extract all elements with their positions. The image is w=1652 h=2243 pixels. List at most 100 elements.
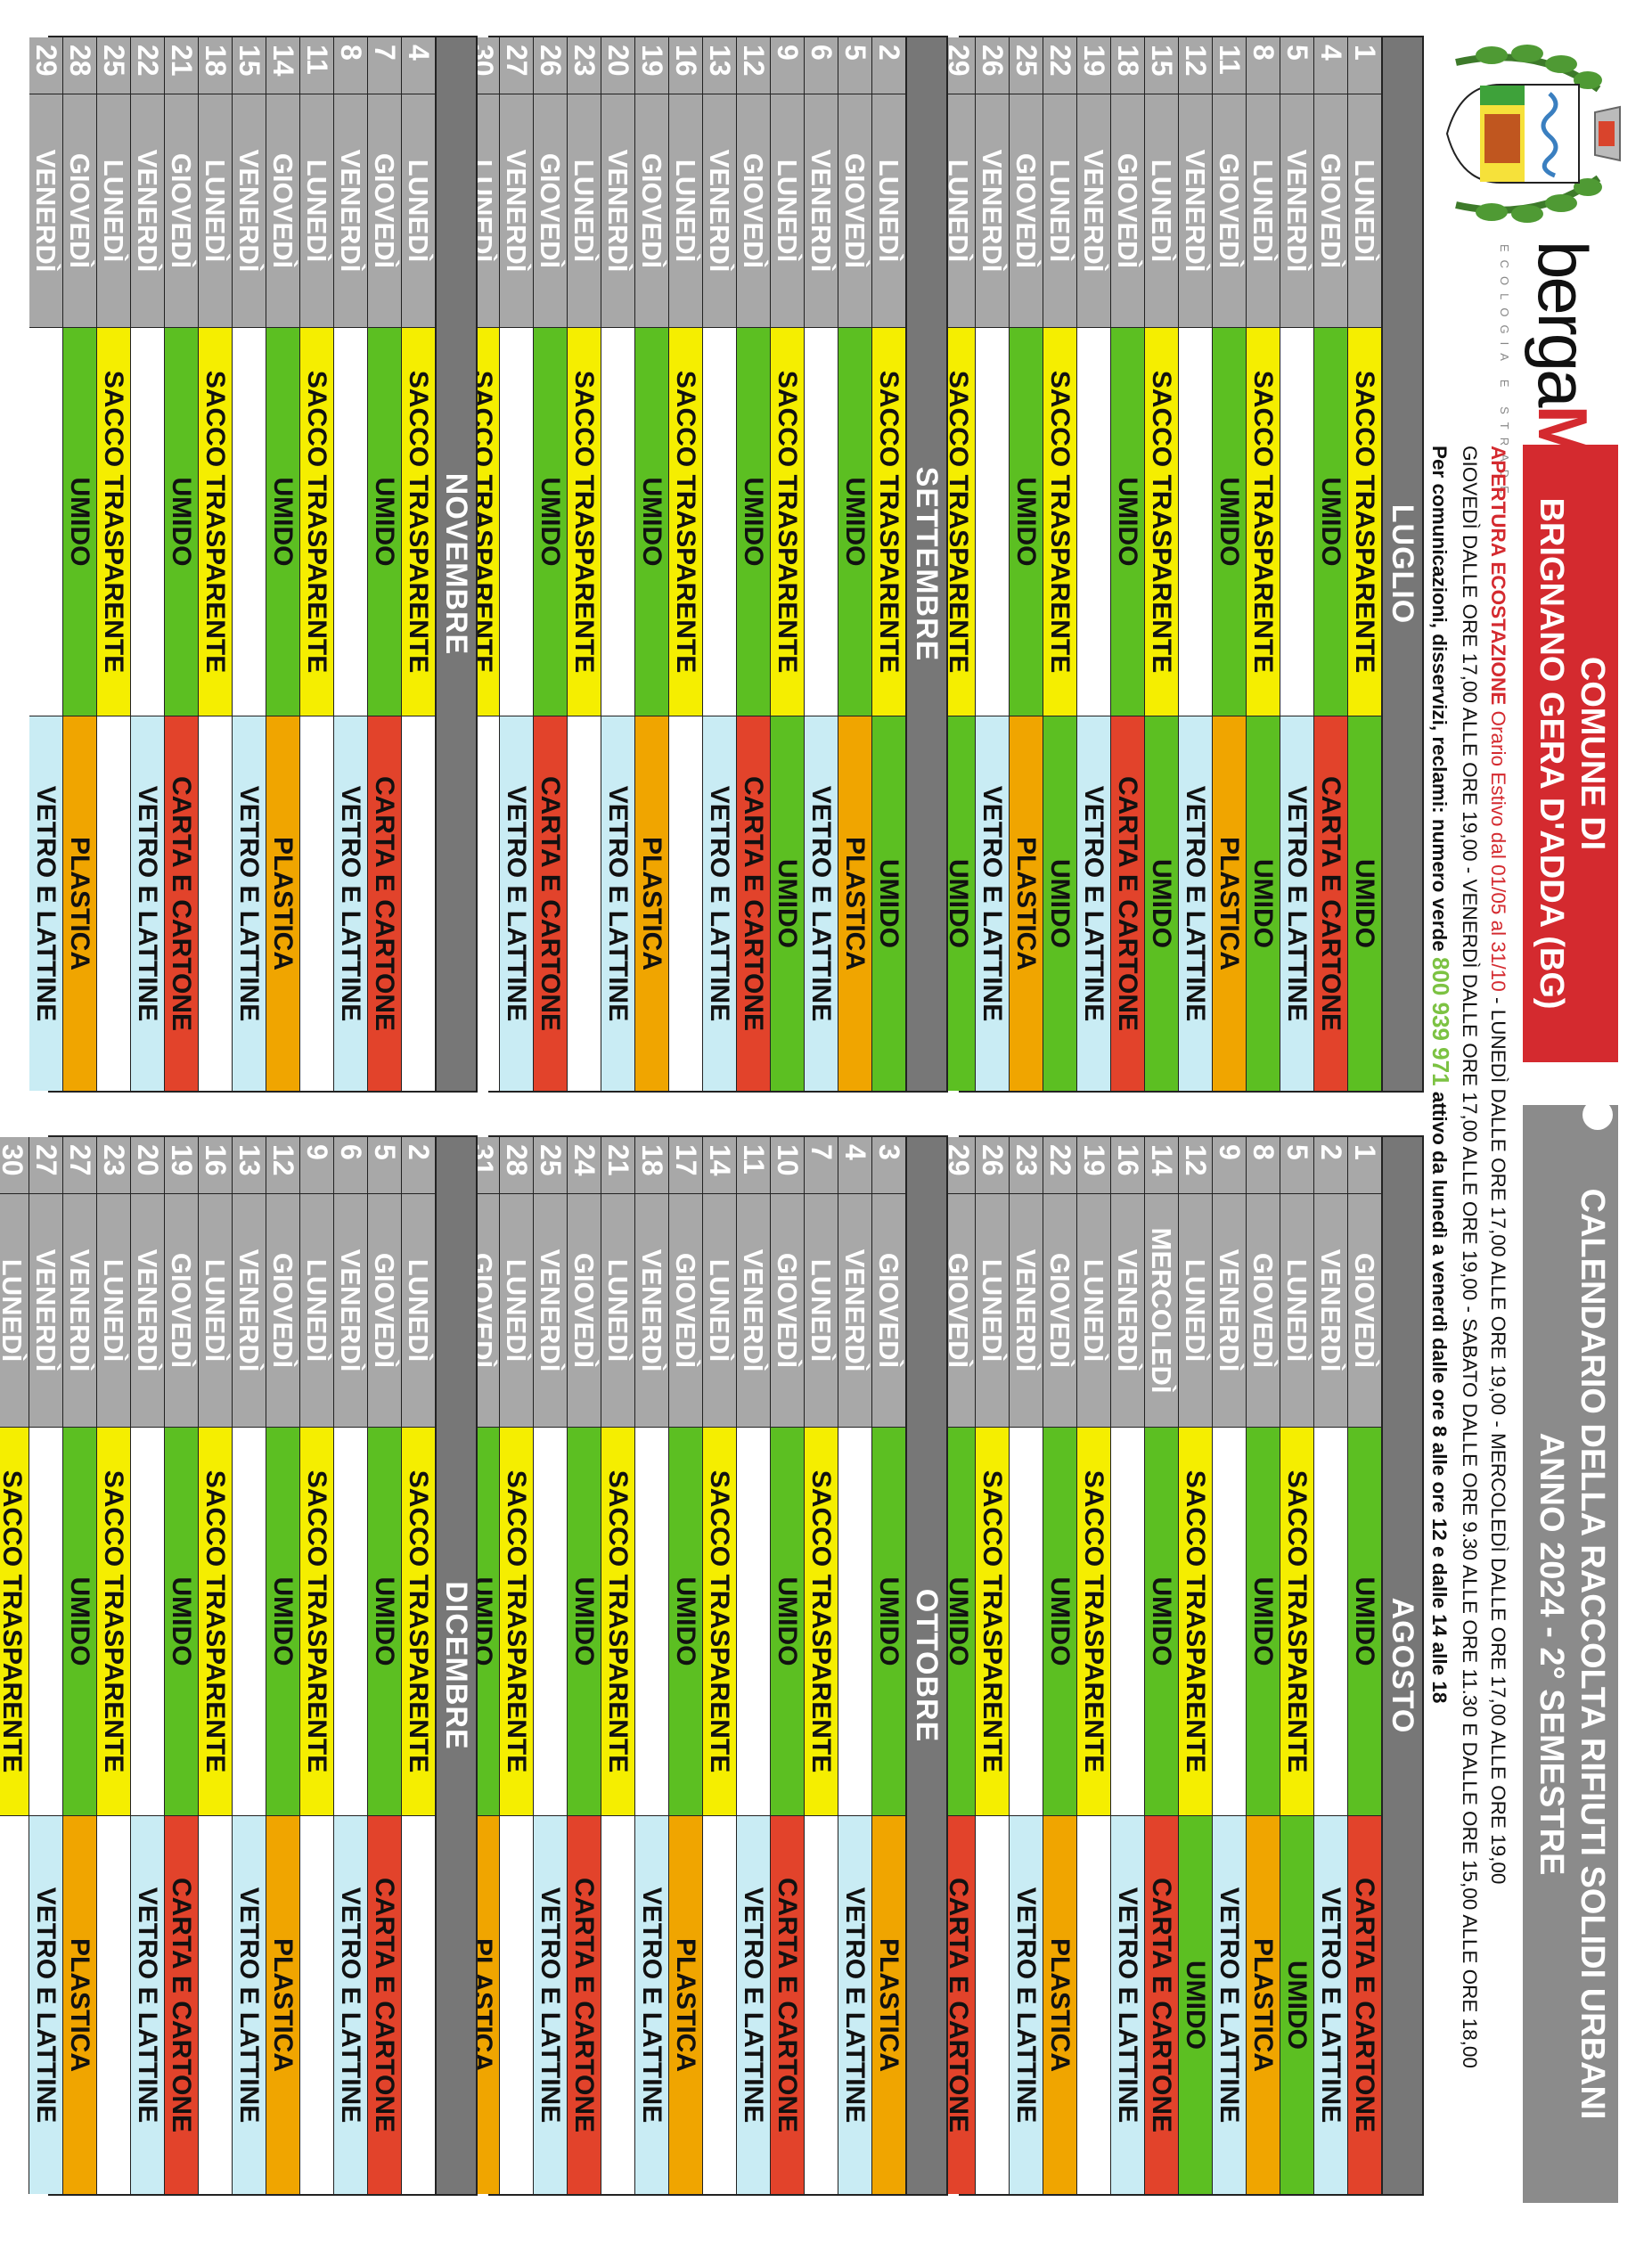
weekday-cell: GIOVEDÌ <box>1247 1194 1280 1428</box>
collection-1-cell: SACCO TRASPARENTE <box>199 328 232 716</box>
weekday-cell: GIOVEDÌ <box>1010 94 1043 328</box>
collection-1-cell <box>131 328 164 716</box>
calendar-row: 5 LUNEDÌ SACCO TRASPARENTE UMIDO <box>1280 1137 1313 2194</box>
month-header: OTTOBRE <box>905 1137 946 2194</box>
collection-1-cell <box>805 328 838 716</box>
weekday-cell: GIOVEDÌ <box>838 94 871 328</box>
collection-2-cell <box>300 1816 333 2194</box>
collection-1-cell: SACCO TRASPARENTE <box>402 328 435 716</box>
collection-1-cell: SACCO TRASPARENTE <box>568 328 601 716</box>
collection-1-cell: UMIDO <box>368 1428 401 1816</box>
collection-2-cell: PLASTICA <box>266 716 299 1091</box>
collection-1-cell: SACCO TRASPARENTE <box>669 328 702 716</box>
calendar-row: 27 VENERDÌ UMIDO PLASTICA <box>62 1137 96 2194</box>
collection-1-cell <box>500 328 533 716</box>
collection-2-cell: PLASTICA <box>1247 1816 1280 2194</box>
calendar-row: 2 LUNEDÌ SACCO TRASPARENTE <box>401 1137 435 2194</box>
collection-2-cell: PLASTICA <box>63 1816 96 2194</box>
day-number-cell: 25 <box>1010 37 1043 94</box>
collection-2-cell: UMIDO <box>872 716 905 1091</box>
collection-1-cell <box>1179 328 1212 716</box>
weekday-cell: LUNEDÌ <box>1247 94 1280 328</box>
collection-1-cell <box>1111 1428 1144 1816</box>
day-number-cell: 27 <box>63 1137 96 1194</box>
weekday-cell: GIOVEDÌ <box>534 94 567 328</box>
calendar-row: 1 GIOVEDÌ UMIDO CARTA E CARTONE <box>1347 1137 1381 2194</box>
collection-1-cell: SACCO TRASPARENTE <box>1280 1428 1313 1816</box>
day-number-cell: 8 <box>334 37 367 94</box>
calendar-row: 10 GIOVEDÌ UMIDO CARTA E CARTONE <box>770 1137 804 2194</box>
weekday-cell: LUNEDÌ <box>601 1194 634 1428</box>
collection-2-cell: VETRO E LATTINE <box>635 1816 668 2194</box>
calendar-row: 9 VENERDÌ VETRO E LATTINE <box>1212 1137 1246 2194</box>
collection-2-cell: PLASTICA <box>872 1816 905 2194</box>
weekday-cell: VENERDÌ <box>838 1194 871 1428</box>
weekday-cell: LUNEDÌ <box>805 1194 838 1428</box>
calendar-row: 4 VENERDÌ VETRO E LATTINE <box>838 1137 871 2194</box>
day-number-cell: 8 <box>1247 37 1280 94</box>
weekday-cell: GIOVEDÌ <box>63 94 96 328</box>
calendar-row: 8 LUNEDÌ SACCO TRASPARENTE UMIDO <box>1246 37 1280 1091</box>
collection-2-cell: PLASTICA <box>1043 1816 1076 2194</box>
calendar-row: 20 VENERDÌ VETRO E LATTINE <box>601 37 634 1091</box>
weekday-cell: VENERDÌ <box>703 94 736 328</box>
day-number-cell: 4 <box>402 37 435 94</box>
day-number-cell: 3 <box>872 1137 905 1194</box>
day-number-cell: 2 <box>872 37 905 94</box>
collection-1-cell <box>233 328 266 716</box>
month-table-novembre: NOVEMBRE 4 LUNEDÌ SACCO TRASPARENTE 7 GIOVEDÌ… <box>29 36 478 1093</box>
day-number-cell: 7 <box>805 1137 838 1194</box>
collection-1-cell: UMIDO <box>266 1428 299 1816</box>
collection-1-cell <box>29 1428 62 1816</box>
collection-1-cell: UMIDO <box>1314 328 1347 716</box>
collection-2-cell <box>402 1816 435 2194</box>
weekday-cell: GIOVEDÌ <box>1314 94 1347 328</box>
weekday-cell: GIOVEDÌ <box>266 1194 299 1428</box>
day-number-cell: 26 <box>976 1137 1009 1194</box>
collection-2-cell <box>1077 1816 1110 2194</box>
calendar-row: 1 LUNEDÌ SACCO TRASPARENTE UMIDO <box>1347 37 1381 1091</box>
weekday-cell: VENERDÌ <box>1111 1194 1144 1428</box>
month-rows: 4 LUNEDÌ SACCO TRASPARENTE 7 GIOVEDÌ UMIDO CAR… <box>29 37 435 1091</box>
weekday-cell: LUNEDÌ <box>568 94 601 328</box>
collection-2-cell <box>805 1816 838 2194</box>
calendar-row: 19 GIOVEDÌ UMIDO CARTA E CARTONE <box>164 1137 198 2194</box>
collection-1-cell: UMIDO <box>165 328 198 716</box>
day-number-cell: 21 <box>165 37 198 94</box>
collection-1-cell: SACCO TRASPARENTE <box>703 1428 736 1816</box>
weekday-cell: GIOVEDÌ <box>1111 94 1144 328</box>
weekday-cell: GIOVEDÌ <box>266 94 299 328</box>
collection-2-cell: PLASTICA <box>1213 716 1246 1091</box>
weekday-cell: VENERDÌ <box>131 94 164 328</box>
weekday-cell: VENERDÌ <box>131 1194 164 1428</box>
calendar-row: 12 GIOVEDÌ UMIDO PLASTICA <box>266 1137 299 2194</box>
weekday-cell: VENERDÌ <box>1010 1194 1043 1428</box>
calendar-row: 25 VENERDÌ VETRO E LATTINE <box>533 1137 567 2194</box>
collection-1-cell: SACCO TRASPARENTE <box>1043 328 1076 716</box>
day-number-cell: 15 <box>1145 37 1178 94</box>
collection-1-cell <box>1077 328 1110 716</box>
weekday-cell: LUNEDÌ <box>402 1194 435 1428</box>
collection-2-cell: CARTA E CARTONE <box>568 1816 601 2194</box>
day-number-cell: 9 <box>1213 1137 1246 1194</box>
collection-2-cell: PLASTICA <box>669 1816 702 2194</box>
collection-2-cell: CARTA E CARTONE <box>771 1816 804 2194</box>
day-number-cell: 13 <box>703 37 736 94</box>
collection-1-cell <box>703 328 736 716</box>
calendar-row: 6 VENERDÌ VETRO E LATTINE <box>804 37 838 1091</box>
ecostation-hours-line1: APERTURA ECOSTAZIONE Orario Estivo dal 0… <box>1484 446 1511 2210</box>
day-number-cell: 26 <box>976 37 1009 94</box>
collection-2-cell: VETRO E LATTINE <box>1280 716 1313 1091</box>
weekday-cell: LUNEDÌ <box>0 1194 29 1428</box>
weekday-cell: LUNEDÌ <box>500 1194 533 1428</box>
collection-1-cell: SACCO TRASPARENTE <box>0 1428 29 1816</box>
collection-1-cell <box>601 328 634 716</box>
collection-1-cell: UMIDO <box>534 328 567 716</box>
weekday-cell: GIOVEDÌ <box>771 1194 804 1428</box>
weekday-cell: VENERDÌ <box>334 94 367 328</box>
weekday-cell: GIOVEDÌ <box>368 1194 401 1428</box>
collection-1-cell <box>1280 328 1313 716</box>
weekday-cell: VENERDÌ <box>233 1194 266 1428</box>
calendar-row: 11 LUNEDÌ SACCO TRASPARENTE <box>299 37 333 1091</box>
calendar-row: 27 VENERDÌ VETRO E LATTINE <box>499 37 533 1091</box>
